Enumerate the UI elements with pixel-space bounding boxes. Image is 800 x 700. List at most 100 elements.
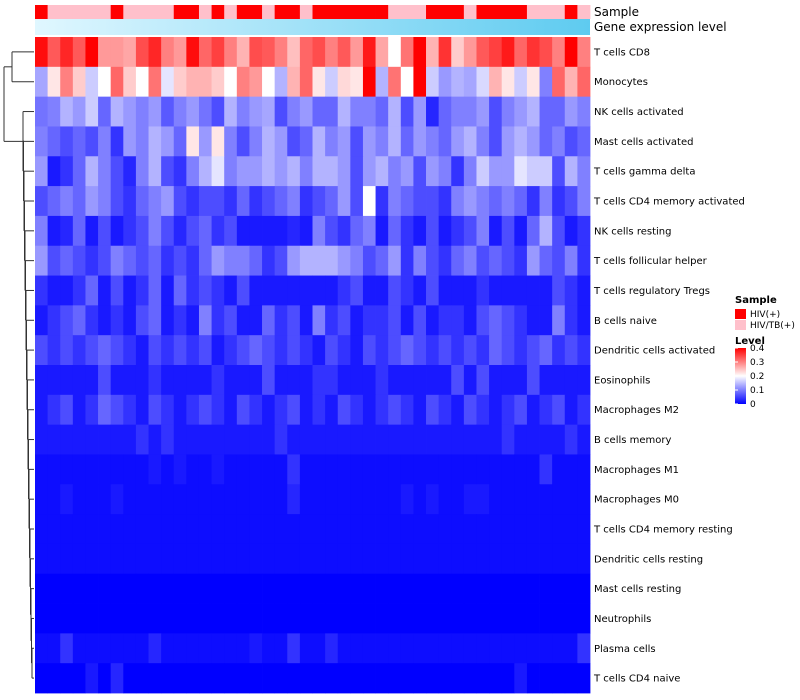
heatmap-cell bbox=[463, 514, 477, 545]
heatmap-cell bbox=[337, 186, 351, 217]
heatmap-cell bbox=[552, 633, 566, 664]
heatmap-cell bbox=[337, 454, 351, 485]
legend: Sample HIV(+)HIV/TB(+) Level 0.40.30.20.… bbox=[735, 295, 795, 410]
heatmap-cell bbox=[564, 663, 578, 694]
heatmap-cell bbox=[375, 275, 389, 306]
heatmap-cell bbox=[577, 275, 591, 306]
heatmap-cell bbox=[552, 663, 566, 694]
heatmap-cell bbox=[173, 514, 187, 545]
heatmap-cell bbox=[198, 394, 212, 426]
heatmap-cell bbox=[413, 215, 427, 247]
heatmap-cell bbox=[60, 305, 74, 336]
heatmap-cell bbox=[72, 186, 86, 217]
heatmap-cell bbox=[476, 156, 490, 187]
heatmap-cell bbox=[451, 663, 465, 694]
heatmap-cell bbox=[526, 275, 540, 306]
heatmap-cell bbox=[564, 126, 578, 157]
heatmap-cell bbox=[249, 514, 263, 545]
heatmap-cell bbox=[400, 126, 414, 157]
heatmap-cell bbox=[98, 335, 112, 366]
heatmap-cell bbox=[375, 484, 389, 515]
heatmap-cell bbox=[98, 603, 112, 634]
heatmap-cell bbox=[501, 633, 515, 664]
heatmap-cell bbox=[362, 394, 376, 426]
heatmap-cell bbox=[552, 424, 566, 455]
heatmap-cell bbox=[350, 215, 364, 247]
row-label: T cells regulatory Tregs bbox=[593, 286, 710, 297]
heatmap-cell bbox=[413, 156, 427, 187]
heatmap-cell bbox=[249, 126, 263, 157]
heatmap-cell bbox=[236, 514, 250, 545]
heatmap-cell bbox=[299, 663, 313, 694]
heatmap-cell bbox=[413, 484, 427, 515]
heatmap-cell bbox=[476, 126, 490, 157]
heatmap-cell bbox=[375, 305, 389, 336]
heatmap-cell bbox=[337, 514, 351, 545]
heatmap-cell bbox=[388, 573, 402, 604]
heatmap-cell bbox=[173, 365, 187, 396]
heatmap-cell bbox=[337, 156, 351, 187]
heatmap-cell bbox=[123, 514, 137, 545]
heatmap-cell bbox=[400, 394, 414, 426]
heatmap-cell bbox=[35, 245, 49, 276]
sample-cell bbox=[501, 5, 515, 19]
heatmap-cell bbox=[413, 126, 427, 157]
heatmap-cell bbox=[400, 573, 414, 604]
heatmap-cell bbox=[552, 335, 566, 366]
heatmap-cell bbox=[186, 663, 200, 694]
heatmap-cell bbox=[350, 603, 364, 634]
heatmap-cell bbox=[426, 305, 440, 336]
heatmap-cell bbox=[451, 186, 465, 217]
heatmap-cell bbox=[85, 424, 99, 455]
heatmap-cell bbox=[249, 305, 263, 336]
heatmap-cell bbox=[186, 156, 200, 187]
heatmap-cell bbox=[161, 66, 175, 98]
heatmap-cell bbox=[198, 424, 212, 455]
heatmap-cell bbox=[426, 275, 440, 306]
heatmap-cell bbox=[224, 365, 238, 396]
heatmap-cell bbox=[451, 215, 465, 247]
heatmap-cell bbox=[85, 37, 99, 68]
heatmap-cell bbox=[476, 454, 490, 485]
heatmap-cell bbox=[526, 335, 540, 366]
heatmap-cell bbox=[375, 37, 389, 68]
heatmap-cell bbox=[577, 245, 591, 276]
heatmap-cell bbox=[47, 156, 61, 187]
heatmap-cell bbox=[539, 215, 553, 247]
heatmap-cell bbox=[552, 514, 566, 545]
heatmap-cell bbox=[198, 66, 212, 98]
sample-cell bbox=[274, 5, 288, 19]
heatmap-cell bbox=[85, 663, 99, 694]
heatmap-cell bbox=[337, 37, 351, 68]
heatmap-cell bbox=[400, 663, 414, 694]
heatmap-cell bbox=[325, 663, 339, 694]
heatmap-cell bbox=[400, 424, 414, 455]
heatmap-cell bbox=[539, 454, 553, 485]
sample-cell bbox=[249, 5, 263, 19]
heatmap-cell bbox=[514, 215, 528, 247]
heatmap-cell bbox=[501, 126, 515, 157]
sample-cell bbox=[400, 5, 414, 19]
heatmap-cell bbox=[539, 156, 553, 187]
heatmap-cell bbox=[312, 603, 326, 634]
heatmap-cell bbox=[299, 514, 313, 545]
heatmap-cell bbox=[211, 335, 225, 366]
heatmap-cell bbox=[186, 245, 200, 276]
heatmap-cell bbox=[451, 96, 465, 127]
heatmap-cell bbox=[552, 156, 566, 187]
heatmap-cell bbox=[514, 305, 528, 336]
heatmap-cell bbox=[413, 603, 427, 634]
heatmap-cell bbox=[198, 663, 212, 694]
heatmap-cell bbox=[173, 245, 187, 276]
heatmap-cell bbox=[173, 186, 187, 217]
heatmap-cell bbox=[501, 484, 515, 515]
heatmap-cell bbox=[299, 96, 313, 127]
heatmap-cell bbox=[325, 394, 339, 426]
heatmap-cell bbox=[161, 156, 175, 187]
heatmap-cell bbox=[274, 603, 288, 634]
heatmap-cell bbox=[362, 126, 376, 157]
heatmap-cell bbox=[236, 424, 250, 455]
heatmap-cell bbox=[60, 573, 74, 604]
heatmap-cell bbox=[476, 543, 490, 575]
heatmap-cell bbox=[135, 543, 149, 575]
